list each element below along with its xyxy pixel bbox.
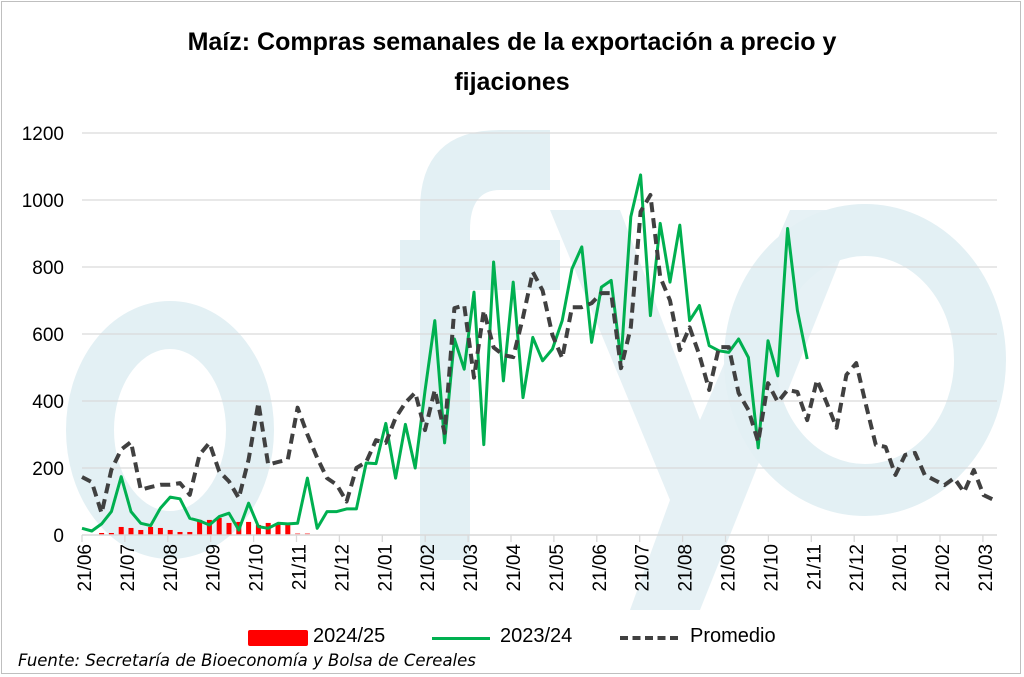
- series-line-promedio: [81, 193, 995, 516]
- bar-2024-25: [246, 521, 252, 535]
- x-tick-label: 21/05: [547, 544, 568, 592]
- y-tick-label: 200: [32, 459, 64, 480]
- x-tick-label: 21/01: [375, 544, 396, 592]
- legend-swatch-promedio: [620, 636, 678, 640]
- x-tick-label: 21/06: [590, 544, 611, 592]
- chart-title-line1: Maíz: Compras semanales de la exportació…: [187, 28, 837, 56]
- x-tick-label: 21/10: [247, 544, 268, 592]
- legend-label-promedio: Promedio: [690, 625, 776, 647]
- x-tick-label: 21/08: [161, 544, 182, 592]
- bar-2024-25: [226, 522, 232, 535]
- bar-2024-25: [295, 532, 301, 535]
- bar-2024-25: [108, 532, 114, 535]
- bar-2024-25: [187, 531, 193, 535]
- x-tick-label: 21/01: [890, 544, 911, 592]
- x-tick-label: 21/02: [933, 544, 954, 592]
- x-tick-label: 21/11: [290, 544, 311, 590]
- legend-label-2023-24: 2023/24: [500, 625, 573, 647]
- x-tick-label: 21/12: [332, 544, 353, 592]
- x-tick-label: 21/08: [676, 544, 697, 592]
- source-note: Fuente: Secretaría de Bioeconomía y Bols…: [18, 651, 476, 670]
- y-tick-label: 800: [32, 258, 64, 279]
- x-tick-label: 21/09: [719, 544, 740, 592]
- bar-2024-25: [285, 524, 291, 535]
- y-tick-label: 400: [32, 392, 64, 413]
- x-tick-label: 21/02: [418, 544, 439, 592]
- x-tick-label: 21/10: [761, 544, 782, 592]
- bar-2024-25: [206, 519, 212, 535]
- bar-2024-25: [157, 527, 163, 535]
- bar-2024-25: [148, 526, 154, 535]
- bar-2024-25: [138, 529, 144, 535]
- legend: 2024/25 2023/24 Promedio: [0, 625, 1024, 651]
- x-tick-label: 21/03: [461, 544, 482, 592]
- x-tick-label: 21/12: [847, 544, 868, 592]
- x-tick-label: 21/09: [204, 544, 225, 592]
- y-tick-label: 1200: [22, 124, 64, 145]
- bar-2024-25: [197, 519, 203, 535]
- x-tick-label: 21/06: [75, 544, 96, 592]
- watermark-letter-f: [400, 130, 560, 560]
- bar-2024-25: [216, 517, 222, 535]
- bar-2024-25: [167, 529, 173, 535]
- x-tick-label: 21/07: [633, 544, 654, 592]
- watermark: [66, 130, 1006, 610]
- legend-swatch-2024-25: [248, 630, 308, 646]
- y-tick-label: 600: [32, 325, 64, 346]
- bar-2024-25: [304, 532, 310, 535]
- chart-title-line2: fijaciones: [454, 68, 570, 96]
- x-tick-label: 21/11: [804, 544, 825, 590]
- series-line-2023-24: [81, 173, 809, 533]
- bar-2024-25: [275, 523, 281, 535]
- y-tick-label: 1000: [22, 191, 64, 212]
- bar-2024-25: [118, 526, 124, 535]
- legend-label-2024-25: 2024/25: [313, 625, 386, 647]
- bar-2024-25: [177, 531, 183, 535]
- x-tick-label: 21/04: [504, 544, 525, 592]
- bar-2024-25: [128, 527, 134, 535]
- bar-2024-25: [99, 532, 105, 535]
- y-tick-label: 0: [53, 526, 64, 547]
- bar-2024-25: [255, 524, 261, 535]
- chart-title: Maíz: Compras semanales de la exportació…: [0, 22, 1024, 102]
- x-tick-label: 21/07: [118, 544, 139, 592]
- legend-swatch-2023-24: [432, 637, 490, 640]
- x-tick-label: 21/03: [976, 544, 997, 592]
